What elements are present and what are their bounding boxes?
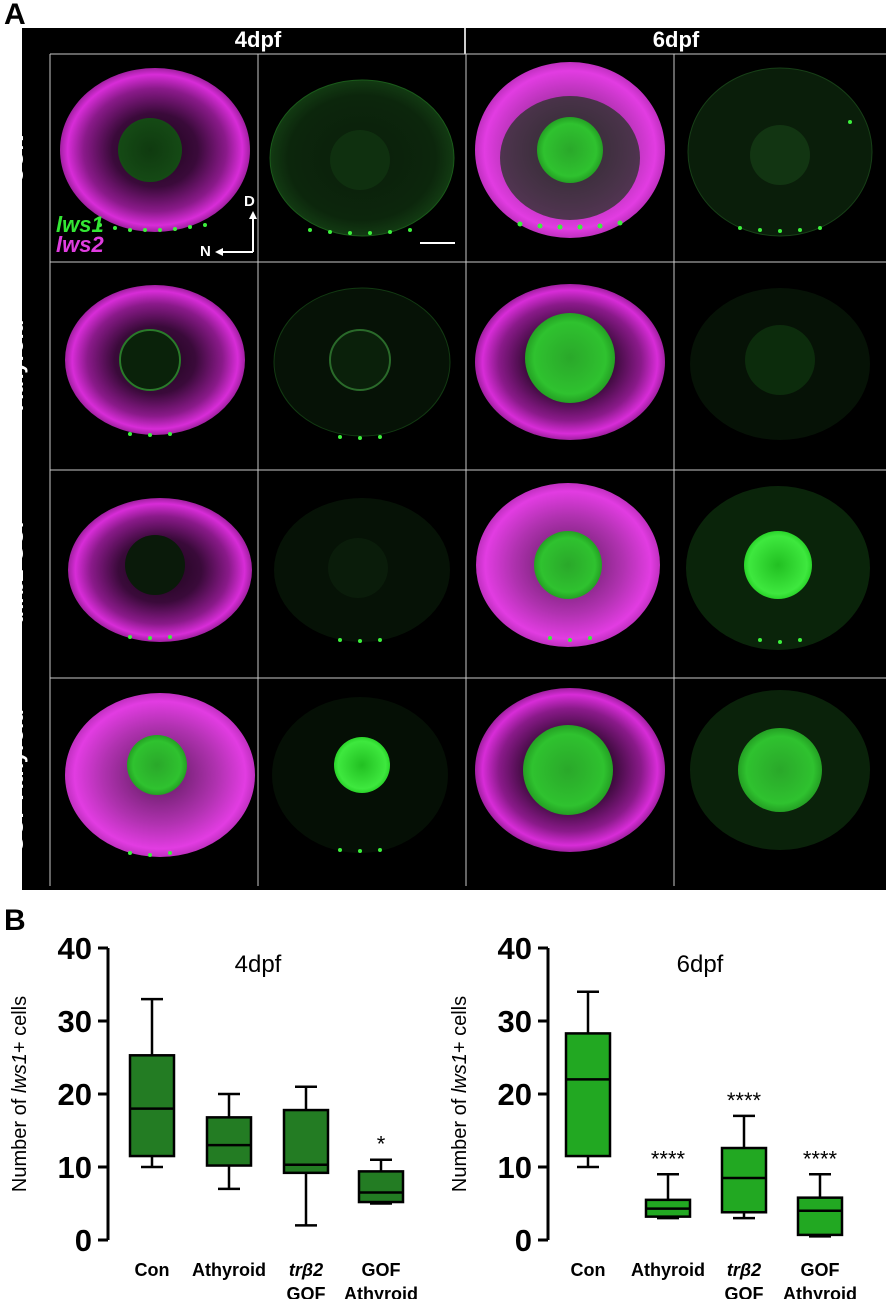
category-label: GOF <box>725 1284 764 1299</box>
y-tick-label: 40 <box>498 931 532 966</box>
cell-gof-4dpf-merge <box>68 498 252 642</box>
cell-con-4dpf-merge <box>60 68 250 232</box>
significance-label: **** <box>727 1088 762 1113</box>
cell-con-4dpf-green <box>269 79 455 237</box>
cell-gof-6dpf-merge <box>476 483 660 647</box>
y-axis-label-part: Number of <box>449 1093 471 1192</box>
category-label: Con <box>135 1260 170 1280</box>
y-tick-label: 0 <box>75 1223 92 1258</box>
panel-a-label: A <box>4 0 26 31</box>
row-label-con: CON <box>3 134 28 184</box>
thrb2-italic: thrb2 <box>3 568 28 624</box>
panel-b-label: B <box>4 904 26 937</box>
category-label: trβ2 <box>289 1260 323 1280</box>
significance-label: **** <box>651 1146 686 1171</box>
cell-athyroid-4dpf-green <box>273 287 451 440</box>
cell-gofathy-4dpf-green <box>272 697 448 853</box>
category-label: Athyroid <box>192 1260 266 1280</box>
row-label-gof-athyroid: GOF Athyroid <box>3 709 28 853</box>
y-axis-label-part: + cells <box>449 996 471 1053</box>
box <box>720 1146 768 1214</box>
y-axis-label-part: lws1 <box>9 1053 31 1093</box>
cell-gofathy-6dpf-green <box>690 690 870 850</box>
cell-gofathy-6dpf-merge <box>475 688 665 852</box>
y-tick-label: 10 <box>58 1150 92 1185</box>
box-plot-4dpf: 4dpf 0 10 20 30 40 Number of lws1+ cells Con Ath… <box>9 931 418 1299</box>
box <box>205 1116 253 1167</box>
column-label-4dpf: 4dpf <box>234 27 282 52</box>
y-tick-label: 30 <box>58 1004 92 1039</box>
legend-lws2: lws2 <box>56 232 104 257</box>
y-axis-label-part: lws1 <box>449 1053 471 1093</box>
cell-athyroid-4dpf-merge <box>65 285 245 437</box>
cell-gof-4dpf-green <box>274 498 450 643</box>
y-axis-label: Number of lws1+ cells <box>449 996 471 1192</box>
category-label: GOF <box>287 1284 326 1299</box>
category-label: Athyroid <box>344 1284 418 1299</box>
y-tick-label: 20 <box>58 1077 92 1112</box>
cell-athyroid-6dpf-green <box>690 288 870 440</box>
category-label: Athyroid <box>783 1284 857 1299</box>
category-label: trβ2 <box>727 1260 761 1280</box>
category-label: GOF <box>362 1260 401 1280</box>
y-axis-label-part: Number of <box>9 1093 31 1192</box>
y-tick-label: 10 <box>498 1150 532 1185</box>
y-axis-label-part: + cells <box>9 996 31 1053</box>
orientation-arrows <box>220 216 254 253</box>
y-axis-label: Number of lws1+ cells <box>9 996 31 1192</box>
cell-gofathy-4dpf-merge <box>65 693 255 857</box>
category-label: Athyroid <box>631 1260 705 1280</box>
cell-con-6dpf-merge <box>475 62 665 238</box>
box <box>282 1108 330 1175</box>
significance-label: * <box>377 1132 386 1157</box>
cell-gof-6dpf-green <box>686 486 870 650</box>
cell-con-6dpf-green <box>687 67 873 237</box>
cell-athyroid-6dpf-merge <box>475 284 665 440</box>
box <box>357 1170 405 1204</box>
chart-title: 6dpf <box>677 951 724 978</box>
box <box>796 1196 844 1237</box>
row-label-athyroid: Athyroid <box>3 319 28 411</box>
significance-label: **** <box>803 1146 838 1171</box>
column-label-6dpf: 6dpf <box>652 27 700 52</box>
gof-suffix: GOF <box>3 514 28 569</box>
axis-label-nasal: N <box>200 243 211 260</box>
microscopy-grid <box>22 28 886 890</box>
y-tick-label: 30 <box>498 1004 532 1039</box>
category-label: Con <box>571 1260 606 1280</box>
y-tick-label: 20 <box>498 1077 532 1112</box>
axis-label-dorsal: D <box>244 193 255 210</box>
chart-title: 4dpf <box>235 951 282 978</box>
y-tick-label: 0 <box>515 1223 532 1258</box>
row-label-thrb2-gof: thrb2 GOF <box>3 507 29 631</box>
legend-lws1: lws1 <box>56 212 104 237</box>
box <box>128 1054 176 1158</box>
y-tick-label: 40 <box>58 931 92 966</box>
box <box>564 1032 612 1158</box>
box-plot-6dpf: 6dpf 0 10 20 30 40 Number of lws1+ cells Con ***… <box>449 931 857 1299</box>
category-label: GOF <box>801 1260 840 1280</box>
